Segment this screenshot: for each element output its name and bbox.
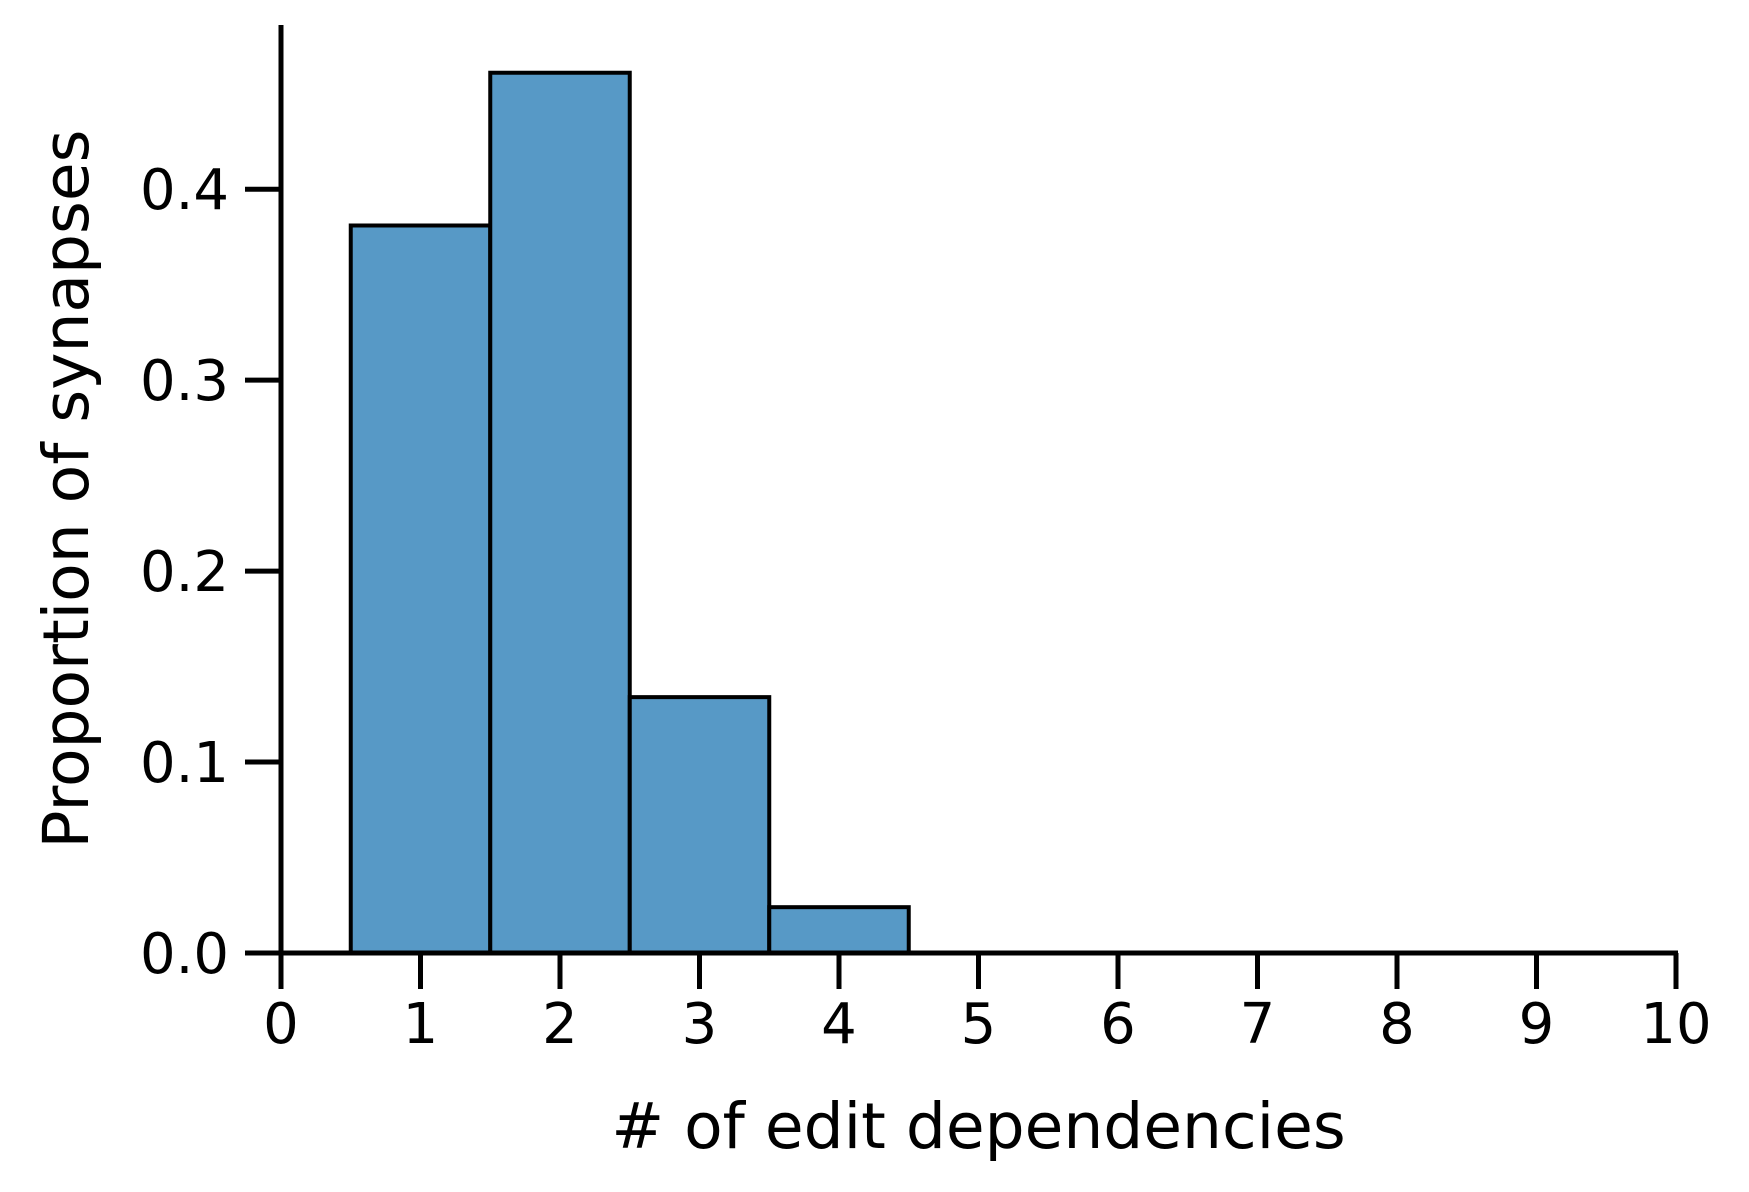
y-ticks: 0.0 0.1 0.2 0.3 0.4 [140,158,281,987]
x-axis-label: # of edit dependencies [611,1090,1345,1163]
x-tick-label: 6 [1100,992,1136,1057]
y-tick-label: 0.1 [140,731,229,796]
x-tick-label: 8 [1379,992,1415,1057]
x-tick-label: 9 [1519,992,1555,1057]
bar-1 [348,223,493,955]
y-tick-label: 0.4 [140,158,229,223]
bar-3 [627,695,772,956]
x-tick-label: 3 [682,992,718,1057]
bar-4 [767,905,911,956]
y-tick-label: 0.2 [140,540,229,605]
x-tick-label: 1 [403,992,439,1057]
x-tick-label: 0 [263,992,299,1057]
bar-2 [488,70,632,955]
x-ticks: 0 1 2 3 4 5 6 7 8 9 10 [263,953,1712,1057]
y-tick-label: 0.0 [140,922,229,987]
x-tick-label: 10 [1640,992,1711,1057]
x-tick-label: 4 [821,992,857,1057]
x-tick-label: 5 [961,992,997,1057]
y-tick-label: 0.3 [140,349,229,414]
y-axis-label: Proportion of synapses [30,130,103,849]
x-tick-label: 2 [542,992,578,1057]
x-tick-label: 7 [1240,992,1276,1057]
bars [348,70,911,956]
